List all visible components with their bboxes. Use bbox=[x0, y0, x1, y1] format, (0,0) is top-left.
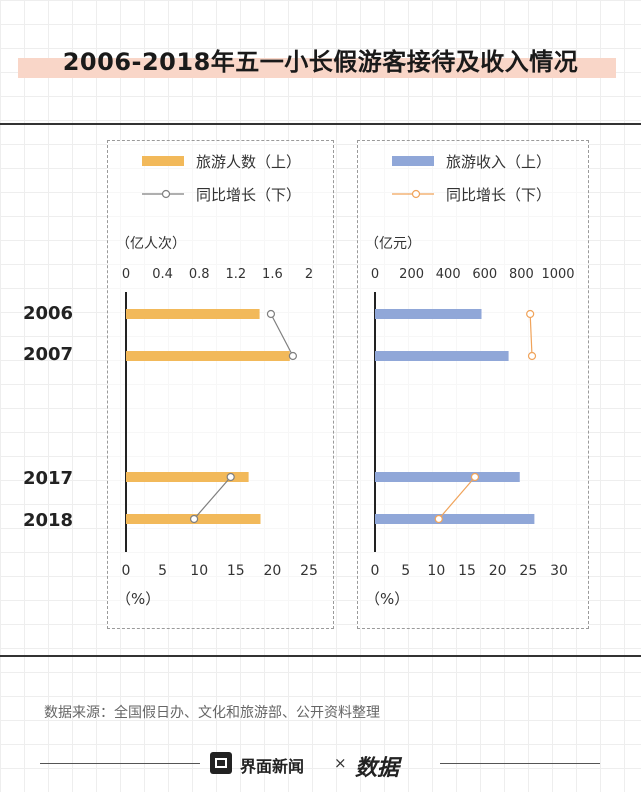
growth-line-segment bbox=[438, 476, 476, 520]
legend-line-label: 同比增长（下） bbox=[446, 186, 551, 204]
title-highlight bbox=[18, 58, 616, 78]
bottom-axis-tick-label: 30 bbox=[550, 563, 568, 579]
bottom-axis-tick-label: 10 bbox=[427, 563, 445, 579]
bottom-axis-tick-label: 10 bbox=[190, 563, 208, 579]
chart-title: 2006-2018年五一小长假游客接待及收入情况 bbox=[62, 48, 579, 76]
bottom-axis-tick-label: 20 bbox=[489, 563, 507, 579]
legend-bar-swatch bbox=[142, 156, 184, 166]
growth-point bbox=[266, 309, 276, 319]
top-axis-tick-label: 0 bbox=[122, 267, 130, 282]
growth-line-segment bbox=[270, 313, 294, 357]
growth-point bbox=[527, 351, 537, 361]
bar bbox=[375, 514, 535, 524]
bottom-axis-tick-label: 25 bbox=[519, 563, 537, 579]
bottom-axis-unit-label: （%） bbox=[365, 590, 409, 608]
bar bbox=[126, 309, 260, 319]
bar bbox=[126, 472, 249, 482]
legend-bar-swatch bbox=[392, 156, 434, 166]
top-axis-tick-label: 800 bbox=[509, 267, 534, 282]
bottom-axis-tick-label: 0 bbox=[371, 563, 380, 579]
top-axis-unit-label: （亿元） bbox=[365, 236, 421, 252]
bar bbox=[126, 351, 290, 361]
growth-point bbox=[288, 351, 297, 361]
brand-name: 界面新闻 bbox=[240, 757, 305, 776]
bottom-axis-tick-label: 5 bbox=[158, 563, 167, 579]
legend-line-marker bbox=[411, 189, 421, 199]
growth-point bbox=[470, 472, 480, 482]
legend-bar-label: 旅游收入（上） bbox=[446, 153, 551, 171]
top-axis-tick-label: 600 bbox=[472, 267, 497, 282]
legend-bar-label: 旅游人数（上） bbox=[196, 153, 301, 171]
growth-line-segment bbox=[529, 313, 533, 357]
left-panel: 旅游人数（上） 同比增长（下） （亿人次） 0 0.4 0.8 1.2 1.6 2 0 5 10 15 2… bbox=[107, 140, 334, 629]
year-label: 2006 bbox=[22, 303, 74, 324]
bar bbox=[375, 351, 509, 361]
bar bbox=[375, 309, 482, 319]
bottom-axis-tick-label: 15 bbox=[458, 563, 476, 579]
year-label: 2017 bbox=[22, 468, 74, 489]
growth-line-segment bbox=[193, 476, 232, 520]
footer-line-right bbox=[440, 763, 600, 764]
growth-point bbox=[526, 309, 535, 319]
top-axis-tick-label: 2 bbox=[305, 267, 313, 282]
growth-point bbox=[226, 472, 235, 482]
year-label: 2007 bbox=[22, 344, 74, 365]
legend-line-label: 同比增长（下） bbox=[196, 186, 301, 204]
top-divider bbox=[0, 123, 641, 125]
top-axis-tick-label: 0 bbox=[371, 267, 379, 282]
bottom-axis-tick-label: 0 bbox=[122, 563, 131, 579]
revenue-chart: 旅游收入（上） 同比增长（下） （亿元） 0 200 400 600 800 1000 0 5 10 1… bbox=[365, 153, 575, 608]
bottom-axis-tick-label: 20 bbox=[263, 563, 281, 579]
bottom-axis-tick-label: 15 bbox=[227, 563, 245, 579]
times-sign: × bbox=[334, 754, 347, 772]
growth-point bbox=[434, 514, 443, 524]
legend-line-marker bbox=[161, 189, 171, 199]
right-panel: 旅游收入（上） 同比增长（下） （亿元） 0 200 400 600 800 1000 0 5 10 1… bbox=[357, 140, 589, 629]
brand-logo-icon bbox=[210, 752, 232, 774]
source-note: 数据来源：全国假日办、文化和旅游部、公开资料整理 bbox=[44, 705, 380, 721]
top-axis-tick-label: 1.2 bbox=[225, 267, 246, 282]
footer-line-left bbox=[40, 763, 200, 764]
top-axis-tick-label: 400 bbox=[436, 267, 461, 282]
top-axis-tick-label: 1.6 bbox=[262, 267, 283, 282]
bar bbox=[375, 472, 520, 482]
year-label: 2018 bbox=[22, 510, 74, 531]
bottom-axis-tick-label: 5 bbox=[401, 563, 410, 579]
bottom-axis-tick-label: 25 bbox=[300, 563, 318, 579]
top-axis-tick-label: 0.8 bbox=[189, 267, 210, 282]
top-axis-unit-label: （亿人次） bbox=[116, 236, 186, 252]
growth-point bbox=[189, 514, 199, 524]
top-axis-tick-label: 200 bbox=[399, 267, 424, 282]
bottom-divider bbox=[0, 655, 641, 657]
partner-logo: 数据 bbox=[355, 756, 400, 781]
bottom-axis-unit-label: （%） bbox=[116, 590, 160, 608]
top-axis-tick-label: 1000 bbox=[541, 267, 574, 282]
footer: 界面新闻 × 数据 bbox=[0, 744, 641, 784]
top-axis-tick-label: 0.4 bbox=[152, 267, 173, 282]
visitors-chart: 旅游人数（上）同比增长（下）（亿人次）0 0.4 0.8 1.2 1.6 20 5 10 15 2… bbox=[116, 153, 318, 608]
